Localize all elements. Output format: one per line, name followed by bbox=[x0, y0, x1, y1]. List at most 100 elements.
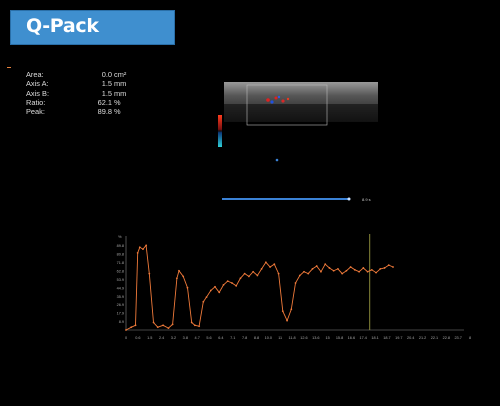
intensity-data-point bbox=[341, 272, 344, 275]
page-title: Q-Pack bbox=[26, 15, 99, 37]
doppler-blue-spot bbox=[270, 100, 274, 104]
y-unit-label: % bbox=[118, 234, 122, 239]
intensity-data-point bbox=[252, 270, 255, 273]
intensity-data-point bbox=[145, 244, 148, 247]
metric-value: 0.0 bbox=[101, 70, 112, 79]
intensity-data-point bbox=[171, 323, 174, 326]
x-tick-label: 17.4 bbox=[360, 336, 367, 340]
intensity-data-point bbox=[243, 272, 246, 275]
intensity-data-point bbox=[294, 282, 297, 284]
x-tick-label: 8.8 bbox=[254, 336, 259, 340]
x-tick-label: 16.6 bbox=[348, 336, 355, 340]
intensity-data-point bbox=[366, 270, 369, 273]
tissue-deep-layer bbox=[224, 104, 378, 122]
metric-unit: mm bbox=[114, 79, 127, 89]
intensity-data-point bbox=[370, 268, 373, 271]
intensity-data-point bbox=[303, 270, 305, 273]
page-title-bar: Q-Pack bbox=[10, 10, 175, 45]
intensity-data-point bbox=[273, 263, 276, 266]
y-tick-label: 8.9 bbox=[119, 320, 124, 324]
intensity-data-point bbox=[205, 296, 208, 298]
roi-box[interactable] bbox=[246, 84, 328, 126]
x-tick-label: 6.4 bbox=[218, 336, 223, 340]
intensity-data-point bbox=[315, 265, 318, 267]
intensity-data-point bbox=[214, 285, 216, 288]
x-tick-label: 22.1 bbox=[431, 336, 438, 340]
x-tick-label: 15 bbox=[326, 336, 330, 340]
intensity-data-point bbox=[218, 291, 221, 294]
x-tick-label: 7.8 bbox=[242, 336, 247, 340]
x-tick-label: 11 bbox=[278, 336, 282, 340]
intensity-data-point bbox=[256, 274, 259, 277]
doppler-red-spot bbox=[274, 96, 278, 100]
y-tick-label: 89.8 bbox=[117, 244, 124, 248]
metric-unit: mm bbox=[114, 88, 127, 98]
metric-label: Ratio: bbox=[26, 97, 46, 107]
intensity-data-point bbox=[277, 272, 280, 275]
intensity-data-point bbox=[167, 327, 170, 330]
intensity-data-point bbox=[175, 277, 178, 280]
marker-dash bbox=[7, 67, 11, 68]
intensity-data-point bbox=[193, 324, 196, 327]
doppler-red-spot bbox=[281, 99, 285, 103]
metric-unit: cm² bbox=[114, 70, 127, 79]
ultrasound-image-panel[interactable]: 8.9 s bbox=[216, 80, 378, 208]
intensity-data-point bbox=[202, 300, 205, 303]
cine-progress-handle[interactable] bbox=[347, 197, 351, 201]
cine-time-label: 8.9 s bbox=[362, 197, 371, 202]
intensity-data-point bbox=[142, 248, 144, 251]
metric-row: Axis A: 1.5 mm bbox=[26, 79, 126, 88]
intensity-data-point bbox=[328, 267, 331, 269]
y-tick-label: 44.9 bbox=[117, 286, 124, 290]
y-tick-label: 62.8 bbox=[117, 269, 124, 273]
intensity-data-point bbox=[148, 272, 151, 275]
intensity-data-point bbox=[281, 310, 284, 313]
intensity-data-point bbox=[362, 267, 365, 269]
y-tick-label: 17.9 bbox=[117, 312, 124, 316]
x-tick-label: 8 bbox=[469, 336, 471, 340]
x-tick-label: 0.6 bbox=[135, 336, 140, 340]
intensity-data-point bbox=[353, 268, 356, 271]
metric-label: Axis A: bbox=[26, 79, 49, 89]
x-tick-label: 10.0 bbox=[265, 336, 272, 340]
x-tick-label: 11.8 bbox=[289, 336, 296, 340]
metric-value: 1.5 bbox=[101, 88, 112, 98]
doppler-blue-spot bbox=[277, 95, 281, 99]
intensity-data-point bbox=[136, 252, 139, 254]
x-tick-label: 21.2 bbox=[419, 336, 426, 340]
x-tick-label: 22.8 bbox=[443, 336, 450, 340]
intensity-data-point bbox=[298, 274, 301, 277]
x-tick-label: 5.6 bbox=[206, 336, 211, 340]
intensity-data-point bbox=[320, 270, 322, 273]
intensity-data-point bbox=[358, 270, 361, 273]
metric-label: Axis B: bbox=[26, 88, 49, 98]
intensity-data-point bbox=[138, 246, 141, 249]
intensity-data-point bbox=[130, 326, 133, 329]
intensity-data-point bbox=[182, 275, 185, 278]
x-tick-label: 7.1 bbox=[230, 336, 235, 340]
x-tick-label: 18.1 bbox=[371, 336, 378, 340]
x-tick-label: 20.4 bbox=[407, 336, 414, 340]
intensity-data-point bbox=[226, 280, 229, 283]
y-tick-label: 71.8 bbox=[117, 261, 124, 265]
metric-value: 1.5 bbox=[101, 79, 112, 89]
metric-row: Axis B: 1.5 mm bbox=[26, 89, 126, 98]
x-tick-label: 1.5 bbox=[147, 336, 152, 340]
x-tick-label: 4.7 bbox=[195, 336, 200, 340]
time-intensity-chart[interactable]: % 89.8 80.8 71.8 62.8 53.9 44.9 35.9 26.9 17.9 8.9… bbox=[112, 228, 480, 346]
cine-progress-track[interactable] bbox=[222, 198, 350, 200]
intensity-data-point bbox=[375, 271, 377, 274]
y-tick-label: 80.8 bbox=[117, 253, 124, 257]
intensity-data-point bbox=[286, 319, 288, 322]
intensity-data-point bbox=[260, 268, 263, 270]
intensity-data-point bbox=[307, 272, 310, 275]
intensity-data-point bbox=[392, 266, 394, 268]
intensity-data-point bbox=[264, 261, 267, 264]
metric-unit: % bbox=[114, 97, 121, 107]
intensity-data-point bbox=[269, 266, 272, 268]
intensity-data-point bbox=[235, 284, 238, 287]
intensity-data-point bbox=[134, 324, 137, 327]
intensity-data-point bbox=[222, 283, 225, 286]
probe-marker bbox=[275, 158, 279, 162]
metric-row: Area: 0.0 cm² bbox=[26, 70, 126, 79]
